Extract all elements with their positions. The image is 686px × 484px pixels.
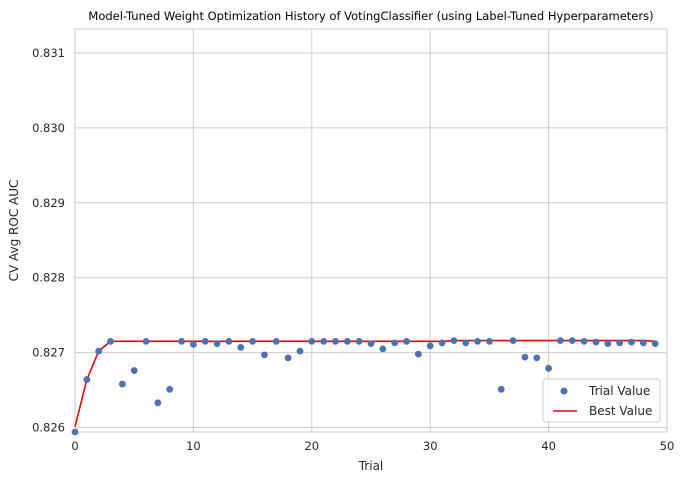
trial-point bbox=[237, 343, 245, 351]
y-tick-label: 0.827 bbox=[32, 346, 65, 360]
y-axis-ticks: 0.826 0.827 0.828 0.829 0.830 0.831 bbox=[32, 46, 65, 435]
x-tick-label: 10 bbox=[186, 439, 201, 453]
trial-point bbox=[414, 350, 422, 358]
trial-point bbox=[107, 337, 114, 345]
trial-point bbox=[651, 340, 659, 348]
trial-point bbox=[391, 339, 399, 347]
x-tick-label: 40 bbox=[541, 439, 556, 453]
trial-point bbox=[592, 338, 600, 346]
y-tick-label: 0.830 bbox=[32, 121, 65, 135]
plot-area bbox=[71, 337, 659, 436]
trial-point bbox=[83, 376, 91, 383]
trial-point bbox=[367, 340, 375, 348]
trial-point bbox=[343, 337, 351, 345]
trial-point bbox=[568, 337, 576, 345]
trial-point bbox=[249, 337, 256, 345]
legend: Trial Value Best Value bbox=[542, 378, 661, 423]
trial-point bbox=[296, 347, 304, 355]
legend-best-label: Best Value bbox=[589, 404, 652, 418]
trial-point bbox=[95, 347, 103, 355]
trial-point bbox=[142, 337, 150, 345]
trial-point bbox=[462, 339, 470, 347]
plot-frame bbox=[74, 28, 668, 433]
trial-point bbox=[509, 337, 517, 345]
trial-point bbox=[521, 353, 529, 361]
chart-title: Model-Tuned Weight Optimization History … bbox=[88, 9, 653, 23]
trial-point bbox=[166, 385, 174, 393]
trial-point bbox=[213, 340, 221, 348]
trial-point bbox=[225, 337, 233, 345]
trial-point bbox=[497, 385, 505, 393]
trial-point bbox=[201, 337, 209, 345]
trial-point bbox=[71, 428, 79, 436]
y-tick-label: 0.831 bbox=[32, 46, 65, 60]
x-axis-ticks: 0 10 20 30 40 50 bbox=[71, 439, 674, 453]
trial-point bbox=[261, 351, 268, 359]
trial-point bbox=[557, 337, 564, 345]
x-tick-label: 20 bbox=[304, 439, 319, 453]
trial-point bbox=[332, 337, 339, 345]
y-tick-label: 0.828 bbox=[32, 271, 65, 285]
legend-trial-label: Trial Value bbox=[588, 384, 650, 398]
x-axis-label: Trial bbox=[358, 459, 384, 473]
trial-point bbox=[272, 337, 280, 345]
trial-point bbox=[130, 367, 138, 374]
trial-point bbox=[628, 338, 635, 346]
trial-point bbox=[604, 340, 612, 348]
trial-point bbox=[320, 337, 328, 345]
trial-point bbox=[154, 399, 162, 407]
y-tick-label: 0.826 bbox=[32, 421, 65, 435]
trial-point bbox=[190, 340, 197, 348]
trial-point bbox=[580, 337, 588, 345]
trial-point bbox=[355, 337, 363, 345]
x-tick-label: 0 bbox=[71, 439, 78, 453]
x-tick-label: 50 bbox=[660, 439, 675, 453]
legend-trial-marker bbox=[560, 387, 568, 395]
trial-point bbox=[118, 380, 126, 388]
trial-point bbox=[403, 337, 410, 345]
y-axis-label: CV Avg ROC AUC bbox=[7, 180, 21, 282]
trial-value-points bbox=[71, 337, 659, 436]
trial-point bbox=[178, 337, 185, 345]
trial-point bbox=[474, 337, 481, 345]
trial-point bbox=[284, 354, 292, 362]
trial-point bbox=[438, 339, 446, 347]
trial-point bbox=[616, 339, 624, 347]
trial-point bbox=[379, 345, 387, 353]
trial-point bbox=[639, 339, 647, 347]
trial-point bbox=[426, 342, 434, 350]
trial-point bbox=[486, 337, 493, 345]
y-tick-label: 0.829 bbox=[32, 196, 65, 210]
x-tick-label: 30 bbox=[423, 439, 438, 453]
trial-point bbox=[450, 337, 458, 345]
trial-point bbox=[545, 364, 552, 372]
trial-point bbox=[308, 337, 316, 345]
grid-lines bbox=[74, 29, 668, 432]
trial-point bbox=[533, 354, 541, 362]
